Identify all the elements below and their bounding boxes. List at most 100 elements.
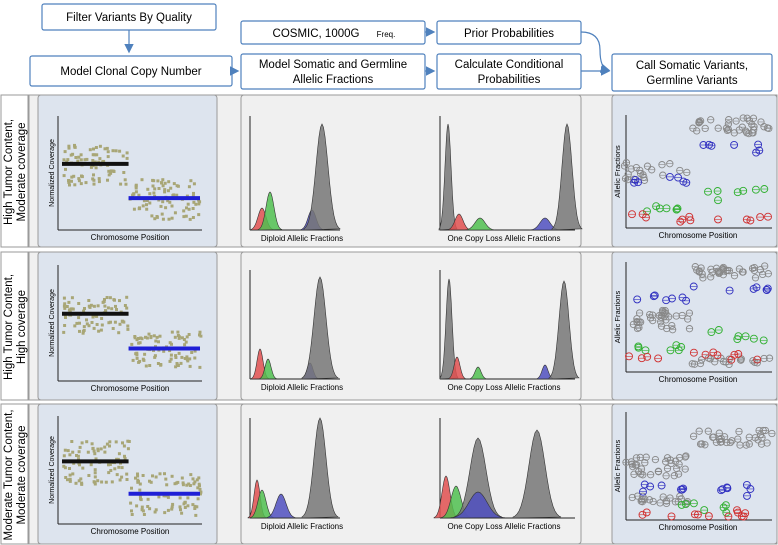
- arrow-prior-to-call: [580, 31, 611, 73]
- coverage-point: [85, 440, 89, 444]
- coverage-point: [196, 497, 200, 501]
- coverage-point: [104, 310, 108, 313]
- coverage-point: [97, 180, 101, 184]
- coverage-point: [71, 472, 75, 476]
- coverage-point: [145, 336, 149, 340]
- coverage-point: [165, 483, 169, 487]
- coverage-point: [88, 148, 92, 152]
- coverage-point: [164, 206, 168, 210]
- coverage-point: [189, 473, 193, 477]
- coverage-point: [141, 509, 145, 513]
- coverage-point: [197, 476, 201, 480]
- coverage-point: [118, 149, 122, 153]
- coverage-point: [136, 472, 139, 476]
- coverage-point: [169, 357, 173, 361]
- coverage-point: [70, 179, 73, 183]
- allele-peak: [548, 280, 580, 380]
- coverage-point: [168, 359, 172, 363]
- coverage-point: [125, 472, 129, 476]
- y-axis-label: Normalized Coverage: [49, 139, 56, 207]
- coverage-point: [183, 500, 187, 504]
- coverage-point: [74, 481, 78, 485]
- coverage-point: [192, 482, 196, 486]
- coverage-point: [193, 504, 197, 508]
- allele-peak: [257, 191, 283, 231]
- coverage-point: [172, 193, 176, 197]
- coverage-point: [87, 299, 91, 302]
- coverage-point: [121, 154, 125, 158]
- coverage-point: [70, 296, 74, 300]
- coverage-point: [154, 339, 158, 343]
- coverage-point: [191, 207, 195, 210]
- coverage-point: [111, 169, 115, 173]
- allele-peak: [303, 123, 341, 231]
- coverage-point: [157, 340, 160, 344]
- coverage-point: [183, 343, 187, 347]
- allele-peak: [301, 417, 339, 519]
- coverage-point: [169, 353, 173, 357]
- coverage-point: [109, 469, 113, 472]
- flow-filter-text: Filter Variants By Quality: [66, 12, 192, 24]
- coverage-point: [89, 303, 93, 307]
- coverage-point: [178, 496, 182, 500]
- coverage-point: [100, 323, 104, 327]
- coverage-point: [141, 474, 145, 477]
- coverage-point: [197, 202, 201, 206]
- coverage-point: [158, 334, 162, 338]
- coverage-point: [130, 513, 134, 516]
- allele-peak: [438, 123, 458, 231]
- coverage-point: [148, 364, 152, 367]
- coverage-point: [118, 322, 122, 326]
- coverage-point: [94, 166, 98, 170]
- coverage-point: [181, 481, 185, 485]
- allelic-fraction-peak-plots: Diploid Allelic Fractions One Copy Loss A…: [247, 116, 583, 531]
- coverage-point: [113, 320, 117, 324]
- coverage-point: [134, 476, 137, 480]
- coverage-point: [174, 356, 178, 359]
- coverage-point: [154, 508, 158, 512]
- coverage-point: [140, 178, 144, 182]
- coverage-point: [124, 182, 128, 186]
- coverage-point: [97, 329, 101, 333]
- coverage-point: [63, 448, 67, 452]
- coverage-point: [130, 486, 133, 490]
- coverage-point: [133, 335, 137, 338]
- coverage-point: [146, 187, 150, 191]
- coverage-point: [173, 211, 177, 215]
- flow-box-model-cn: Model Clonal Copy Number: [29, 55, 233, 87]
- flow-box-prior: Prior Probabilities: [436, 20, 582, 45]
- coverage-point: [67, 300, 71, 304]
- coverage-point: [186, 496, 190, 500]
- coverage-point: [87, 304, 91, 308]
- flow-prior-text: Prior Probabilities: [464, 28, 554, 40]
- coverage-point: [103, 298, 106, 301]
- coverage-point: [68, 477, 72, 481]
- row-1-label-1: High Tumor Content,: [3, 119, 15, 225]
- flow-box-cond: Calculate Conditional Probabilities: [436, 53, 582, 90]
- allele-peak: [265, 493, 297, 519]
- coverage-point: [192, 200, 196, 204]
- flow-arrows: [124, 27, 611, 76]
- coverage-point: [168, 341, 172, 345]
- coverage-point: [132, 192, 136, 196]
- coverage-plot: Normalized Coverage Chromosome Position: [49, 416, 203, 536]
- coverage-point: [85, 322, 89, 326]
- coverage-point: [142, 513, 146, 516]
- coverage-point: [77, 450, 81, 454]
- coverage-point: [73, 324, 77, 328]
- coverage-point: [125, 306, 129, 310]
- coverage-point: [81, 466, 85, 470]
- coverage-point: [98, 144, 102, 148]
- coverage-point: [94, 457, 98, 461]
- coverage-point: [152, 191, 156, 195]
- coverage-point: [67, 146, 71, 150]
- coverage-point: [166, 189, 170, 193]
- coverage-point: [82, 309, 86, 313]
- coverage-point: [191, 477, 195, 481]
- coverage-point: [98, 157, 102, 161]
- coverage-point: [92, 147, 95, 151]
- coverage-point: [76, 454, 80, 458]
- allele-peak: [446, 213, 472, 231]
- coverage-point: [139, 498, 143, 502]
- coverage-point: [65, 305, 69, 308]
